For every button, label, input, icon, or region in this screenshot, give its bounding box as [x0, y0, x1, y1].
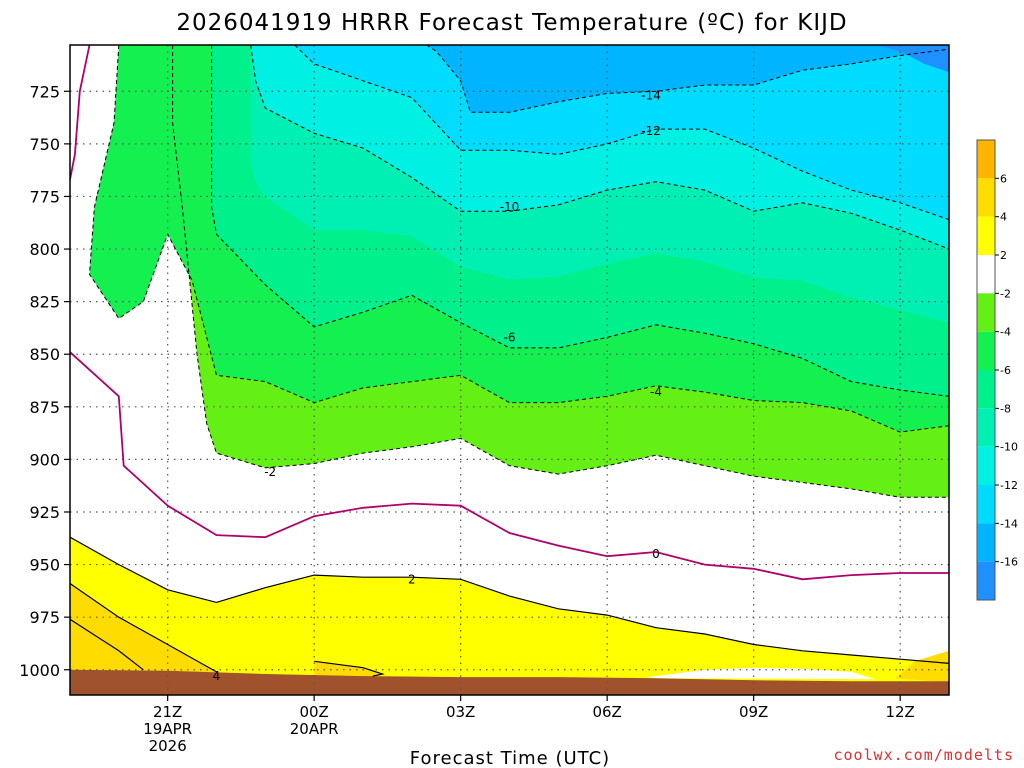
colorbar-label: -12 — [1000, 479, 1018, 492]
contour-line — [294, 45, 949, 221]
contour-line — [250, 45, 949, 250]
credit-text: coolwx.com/modelts — [833, 746, 1014, 764]
colorbar-label: -4 — [1000, 326, 1011, 339]
x-tick-label: 12Z — [885, 703, 914, 721]
ground-surface — [70, 669, 949, 695]
contour-label: -4 — [650, 385, 662, 399]
band-minus16-to-minus14 — [426, 45, 949, 113]
y-tick-label: 850 — [29, 345, 60, 364]
contour-label: 4 — [213, 669, 221, 683]
x-axis-label: Forecast Time (UTC) — [410, 748, 610, 768]
colorbar-label: -16 — [1000, 556, 1018, 569]
colorbar-swatch — [977, 255, 995, 294]
colorbar-label: 2 — [1000, 249, 1007, 262]
colorbar-swatch — [977, 140, 995, 179]
x-tick-label: 06Z — [592, 703, 621, 721]
colorbar-label: 6 — [1000, 172, 1007, 185]
y-tick-label: 925 — [29, 503, 60, 522]
colorbar-swatch — [977, 178, 995, 217]
colorbar-label: -8 — [1000, 402, 1011, 415]
y-tick-label: 750 — [29, 135, 60, 154]
contour-label: -6 — [504, 330, 516, 344]
x-tick-label: 03Z — [446, 703, 475, 721]
y-tick-label: 900 — [29, 450, 60, 469]
contour-label: -12 — [641, 124, 661, 138]
colorbar-swatch — [977, 523, 995, 562]
contour-line — [70, 583, 217, 673]
contour-line — [426, 45, 949, 113]
colorbar-label: 4 — [1000, 211, 1007, 224]
y-tick-label: 875 — [29, 398, 60, 417]
colorbar-swatch — [977, 216, 995, 255]
chart-title: 2026041919 HRRR Forecast Temperature (ºC… — [176, 10, 847, 36]
y-tick-label: 775 — [29, 187, 60, 206]
colorbar-swatch — [977, 561, 995, 600]
colorbar-label: -10 — [1000, 441, 1018, 454]
temperature-fill-layer — [70, 45, 949, 695]
band-minus2-to-2 — [70, 45, 949, 695]
x-tick-label: 21Z — [153, 703, 182, 721]
contour-line — [70, 45, 949, 581]
colorbar-swatch — [977, 408, 995, 447]
contour-label: -2 — [264, 465, 276, 479]
contour-label: -10 — [500, 200, 520, 214]
y-tick-label: 725 — [29, 82, 60, 101]
colorbar-swatch — [977, 293, 995, 332]
colorbar-swatch — [977, 370, 995, 409]
y-axis: 725 750 775 800 825 850 875 900 925 950 975 1000 — [19, 82, 70, 680]
x-tick-label: 00Z — [299, 703, 328, 721]
y-tick-label: 800 — [29, 240, 60, 259]
colorbar-swatch — [977, 485, 995, 524]
colorbar-swatch — [977, 331, 995, 370]
contour-lines — [70, 45, 949, 677]
colorbar-swatch — [977, 446, 995, 485]
contour-line — [70, 536, 949, 664]
band-left-white-strip — [70, 45, 124, 466]
contour-label: 2 — [408, 572, 416, 586]
x-tick-label: 2026 — [149, 737, 187, 755]
plot-frame — [69, 44, 950, 696]
colorbar-legend: 6 4 2 -2 -4 -6 -8 -10 -12 -14 -16 — [976, 139, 1018, 601]
contour-line — [314, 660, 385, 677]
x-tick-label: 20APR — [290, 720, 339, 738]
contour-line — [211, 45, 949, 397]
contour-line — [70, 618, 144, 671]
band-minus14-to-minus12 — [294, 45, 949, 220]
x-tick-label: 09Z — [739, 703, 768, 721]
y-tick-label: 1000 — [19, 661, 60, 680]
contour-line — [88, 45, 949, 433]
gridlines — [70, 45, 949, 695]
y-tick-label: 825 — [29, 293, 60, 312]
contour-labels: -14 -12 -10 -6 -4 -2 0 2 4 — [213, 88, 662, 683]
contour-label: -14 — [641, 88, 661, 102]
colorbar-label: -6 — [1000, 364, 1011, 377]
x-tick-label: 19APR — [143, 720, 192, 738]
y-tick-label: 975 — [29, 608, 60, 627]
band-2-to-4 — [70, 537, 949, 695]
colorbar-label: -14 — [1000, 517, 1018, 530]
contour-label: 0 — [652, 547, 660, 561]
colorbar-label: -2 — [1000, 287, 1011, 300]
contour-line — [172, 45, 949, 498]
band-surface-white-pocket — [646, 667, 876, 680]
y-tick-label: 950 — [29, 556, 60, 575]
